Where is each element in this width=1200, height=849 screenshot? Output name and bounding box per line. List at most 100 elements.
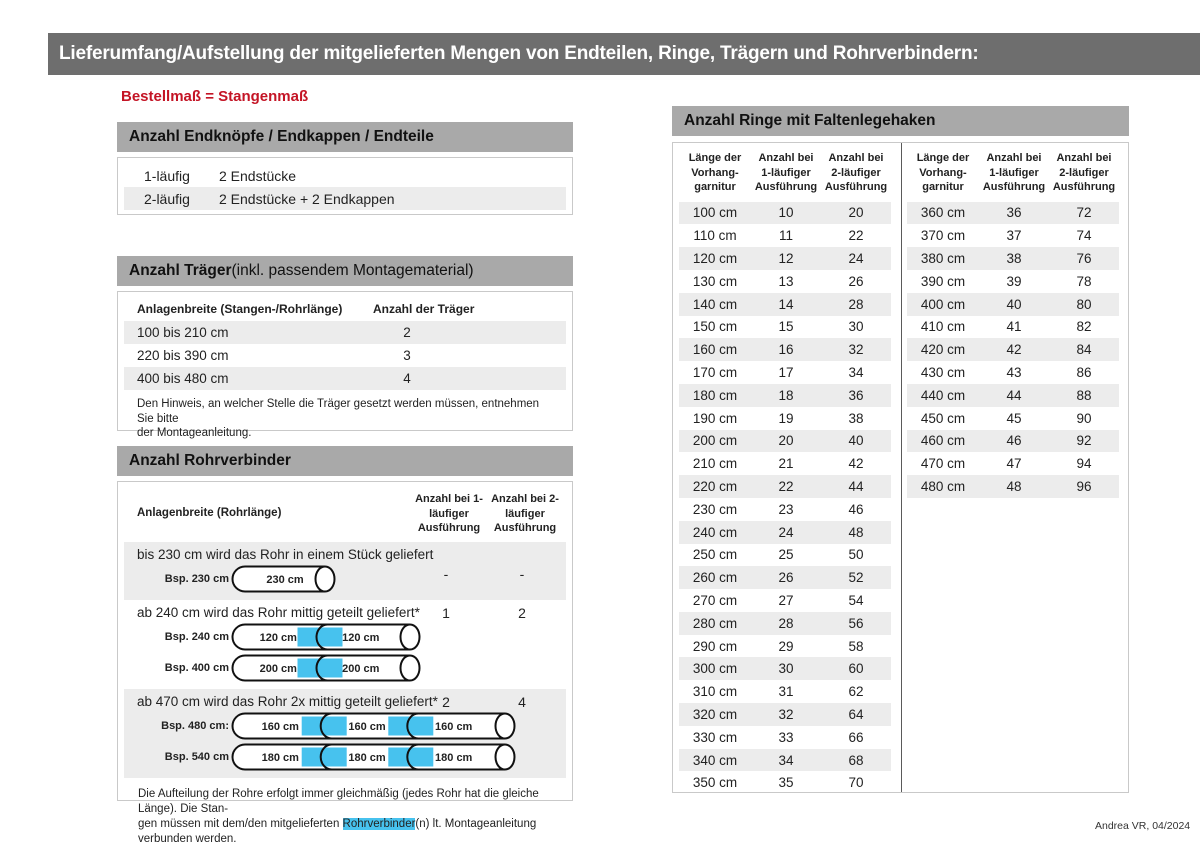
rod-example-row: Bsp. 540 cm 180 cm 180 cm 180 cm bbox=[124, 743, 566, 771]
page-header-bar: Lieferumfang/Aufstellung der mitgeliefer… bbox=[48, 33, 1200, 75]
ring-table-row: 140 cm 14 28 bbox=[679, 292, 891, 316]
count-2-laeufig-cell: 68 bbox=[848, 752, 864, 768]
value-2-laeufig: 2 bbox=[518, 604, 526, 621]
ring-table-row: 250 cm 25 50 bbox=[679, 544, 891, 567]
ring-table-row: 150 cm 15 30 bbox=[679, 316, 891, 339]
count-2-laeufig-cell: 26 bbox=[848, 273, 864, 289]
rohrverbinder-connector bbox=[297, 627, 343, 647]
count-2-laeufig-cell: 78 bbox=[1076, 273, 1092, 289]
ring-table-row: 390 cm 39 78 bbox=[907, 270, 1119, 293]
example-label: Bsp. 480 cm: bbox=[161, 719, 229, 732]
example-label: Bsp. 240 cm bbox=[164, 630, 229, 643]
length-cell: 410 cm bbox=[920, 319, 966, 335]
count-1-laeufig-cell: 15 bbox=[778, 319, 794, 335]
rod-example-row: Bsp. 400 cm 200 cm 200 cm bbox=[124, 654, 566, 682]
example-label: Bsp. 400 cm bbox=[164, 661, 229, 674]
endteile-section: Anzahl Endknöpfe / Endkappen / Endteile … bbox=[117, 122, 573, 215]
group-description: bis 230 cm wird das Rohr in einem Stück … bbox=[137, 546, 434, 562]
rod-diagram: 230 cm bbox=[231, 565, 336, 593]
range-cell: 220 bis 390 cm bbox=[137, 348, 229, 363]
value-1-laeufig: 2 bbox=[442, 693, 450, 710]
example-label: Bsp. 230 cm bbox=[164, 572, 229, 585]
laeufigkeit-cell: 2-läufig bbox=[144, 190, 190, 207]
length-cell: 350 cm bbox=[692, 775, 738, 791]
column-header: Anlagenbreite (Stangen-/Rohrlänge) bbox=[137, 302, 343, 316]
count-2-laeufig-cell: 60 bbox=[848, 661, 864, 677]
joint-rim bbox=[315, 654, 328, 682]
rohrverbinder-footnote: Die Aufteilung der Rohre erfolgt immer g… bbox=[138, 787, 539, 846]
count-cell: 4 bbox=[403, 371, 411, 386]
rohrverbinder-highlight: Rohrverbinder bbox=[342, 817, 416, 830]
count-2-laeufig-cell: 34 bbox=[848, 365, 864, 381]
length-cell: 400 cm bbox=[920, 296, 966, 312]
ring-table-row: 230 cm 23 46 bbox=[679, 498, 891, 521]
ring-table-row: 330 cm 33 66 bbox=[679, 726, 891, 749]
count-1-laeufig-cell: 45 bbox=[1006, 410, 1022, 426]
endteile-section-title: Anzahl Endknöpfe / Endkappen / Endteile bbox=[129, 128, 434, 145]
count-2-laeufig-cell: 56 bbox=[848, 615, 864, 631]
ringe-table-right: Länge der Vorhang-garnitur Anzahl bei 1-läu… bbox=[901, 143, 1128, 792]
rod-example-row: Bsp. 240 cm 120 cm 120 cm bbox=[124, 623, 566, 651]
example-diagrams: Bsp. 240 cm 120 cm 120 cm Bsp. 400 cm 200 cm… bbox=[124, 623, 566, 682]
count-2-laeufig-cell: 82 bbox=[1076, 319, 1092, 335]
length-cell: 150 cm bbox=[692, 319, 738, 335]
ring-table-row: 450 cm 45 90 bbox=[907, 407, 1119, 430]
ring-table-row: 120 cm 12 24 bbox=[679, 247, 891, 270]
count-1-laeufig-cell: 24 bbox=[778, 524, 794, 540]
ring-table-row: 340 cm 34 68 bbox=[679, 748, 891, 772]
length-cell: 100 cm bbox=[692, 205, 738, 221]
count-1-laeufig-cell: 10 bbox=[778, 205, 794, 221]
rod-outline bbox=[231, 565, 325, 593]
joint-rim bbox=[319, 743, 332, 771]
ring-table-row: 440 cm 44 88 bbox=[907, 383, 1119, 407]
traeger-section-subtitle: (inkl. passendem Montagematerial) bbox=[231, 262, 474, 279]
segment-length-label: 160 cm bbox=[262, 721, 300, 733]
parts-cell: 2 Endstücke + 2 Endkappen bbox=[219, 190, 395, 207]
ring-table-row: 240 cm 24 48 bbox=[679, 520, 891, 544]
group-description: ab 240 cm wird das Rohr mittig geteilt g… bbox=[137, 604, 420, 620]
count-2-laeufig-cell: 90 bbox=[1076, 410, 1092, 426]
traeger-note: Den Hinweis, an welcher Stelle die Träge… bbox=[137, 398, 540, 440]
joint-rim bbox=[406, 743, 419, 771]
count-2-laeufig-cell: 94 bbox=[1076, 456, 1092, 472]
count-2-laeufig-cell: 62 bbox=[848, 684, 864, 700]
ring-table-row: 210 cm 21 42 bbox=[679, 452, 891, 475]
count-2-laeufig-cell: 46 bbox=[848, 501, 864, 517]
ring-table-row: 110 cm 11 22 bbox=[679, 224, 891, 247]
value-2-laeufig: - bbox=[519, 565, 525, 582]
length-cell: 270 cm bbox=[692, 592, 738, 608]
ring-table-row: 200 cm 20 40 bbox=[679, 429, 891, 453]
rohrverbinder-table: Anlagenbreite (Rohrlänge) Anzahl bei 1-l… bbox=[117, 481, 573, 845]
length-cell: 260 cm bbox=[692, 570, 738, 586]
count-1-laeufig-cell: 11 bbox=[778, 228, 793, 244]
endteile-section-header: Anzahl Endknöpfe / Endkappen / Endteile bbox=[117, 122, 573, 152]
count-cell: 3 bbox=[403, 348, 411, 363]
count-2-laeufig-cell: 32 bbox=[848, 342, 864, 358]
endteile-table: 1-läufig 2 Endstücke 2-läufig 2 Endstück… bbox=[117, 157, 573, 215]
count-2-laeufig-cell: 44 bbox=[848, 479, 864, 494]
count-2-laeufig-cell: 28 bbox=[848, 296, 864, 312]
ringe-table-box: Länge der Vorhang-garnitur Anzahl bei 1-läu… bbox=[672, 142, 1129, 793]
count-2-laeufig-cell: 66 bbox=[848, 729, 864, 745]
count-2-laeufig-cell: 30 bbox=[848, 319, 864, 335]
length-cell: 310 cm bbox=[692, 684, 738, 700]
count-2-laeufig-cell: 58 bbox=[848, 638, 864, 654]
length-cell: 480 cm bbox=[920, 479, 966, 494]
length-cell: 190 cm bbox=[692, 410, 738, 426]
column-header: Länge der Vorhang-garnitur bbox=[688, 152, 742, 194]
count-2-laeufig-cell: 84 bbox=[1076, 342, 1092, 358]
count-1-laeufig-cell: 16 bbox=[778, 342, 794, 358]
ringe-section-header: Anzahl Ringe mit Faltenlegehaken bbox=[672, 106, 1129, 136]
count-1-laeufig-cell: 13 bbox=[778, 273, 794, 289]
rod-end-cap bbox=[399, 623, 421, 651]
rohrverbinder-section: Anzahl Rohrverbinder Anlagenbreite (Rohr… bbox=[117, 446, 573, 845]
ring-table-row: 460 cm 46 92 bbox=[907, 429, 1119, 453]
segment-length-label: 160 cm bbox=[348, 721, 386, 733]
count-cell: 2 bbox=[403, 325, 411, 340]
column-header: Anlagenbreite (Rohrlänge) bbox=[137, 506, 282, 519]
rohrverbinder-connector bbox=[301, 747, 347, 767]
segment-length-label: 120 cm bbox=[342, 632, 380, 644]
rohrverbinder-connector bbox=[388, 716, 434, 736]
count-2-laeufig-cell: 42 bbox=[848, 456, 864, 472]
segment-length-label: 180 cm bbox=[262, 752, 300, 764]
